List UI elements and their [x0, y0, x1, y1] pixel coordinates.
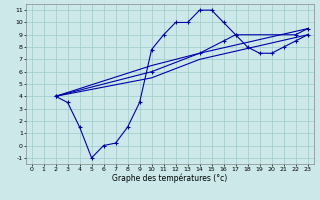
X-axis label: Graphe des températures (°c): Graphe des températures (°c): [112, 174, 227, 183]
